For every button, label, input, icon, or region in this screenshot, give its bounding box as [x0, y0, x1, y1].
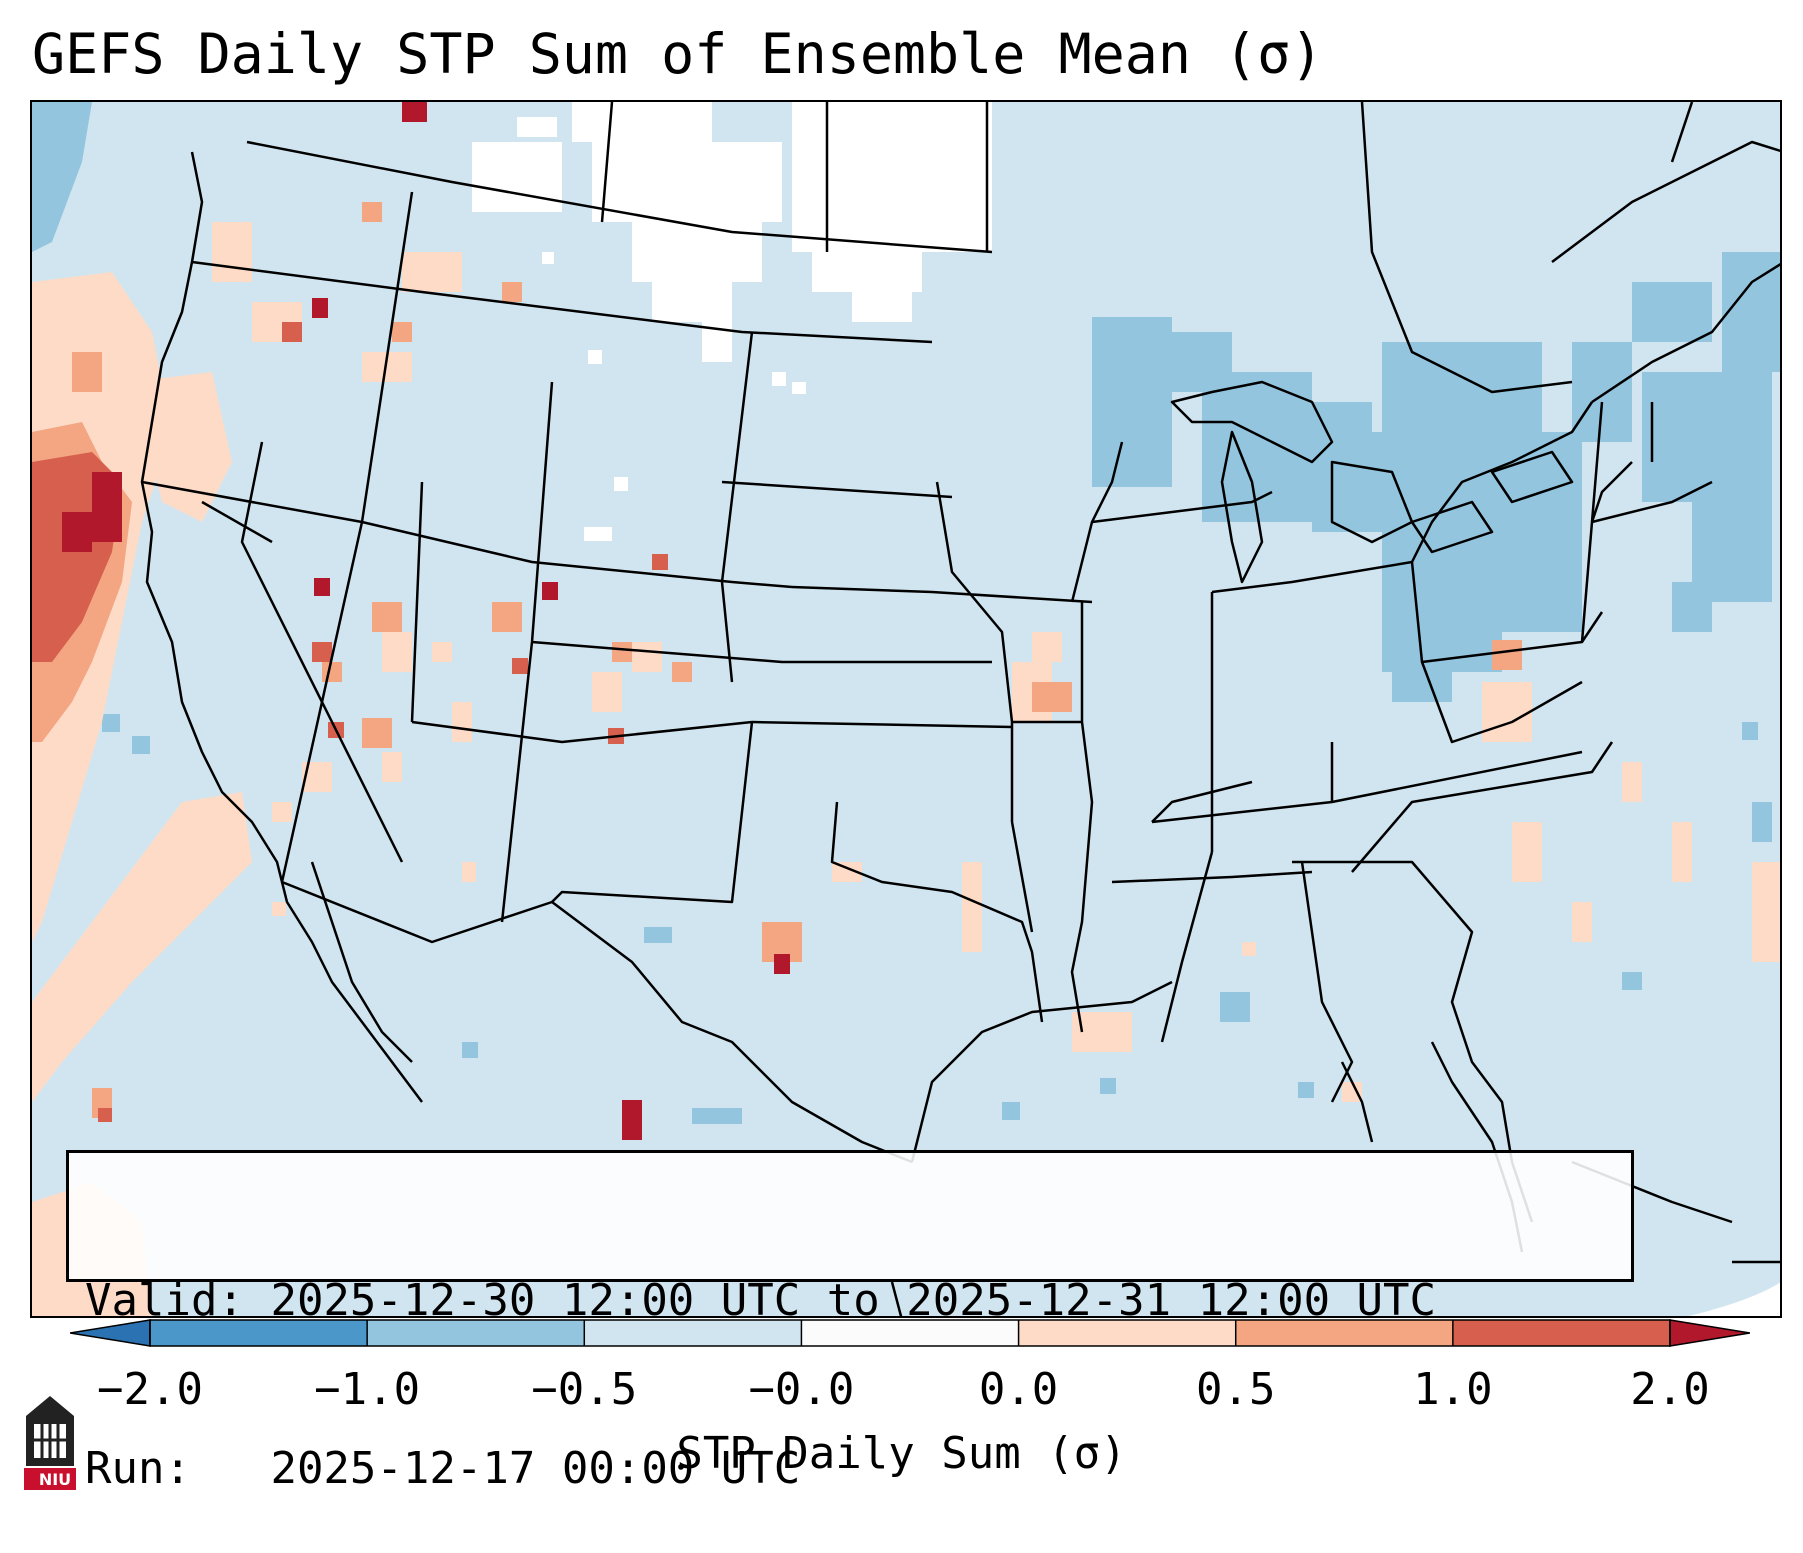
colorbar-tick-label: 0.0 — [978, 1364, 1059, 1415]
state-and-coast-boundaries — [140, 102, 1780, 1316]
colorbar-bin — [1018, 1320, 1236, 1346]
projection-edge-corner-right — [1688, 1282, 1780, 1316]
map-panel[interactable] — [30, 100, 1782, 1318]
map-svg — [32, 102, 1780, 1316]
colorbar-extend-low — [69, 1319, 151, 1347]
colorbar-tick-label: −2.0 — [97, 1364, 203, 1415]
positive-anomaly-light — [32, 222, 1780, 1316]
colorbar-tick-label: −1.0 — [314, 1364, 421, 1415]
colorbar — [69, 1318, 1751, 1352]
logo-icon — [24, 1396, 76, 1490]
colorbar-bin — [801, 1320, 1019, 1346]
run-label: Run: — [85, 1443, 191, 1494]
colorbar-extend-high — [1669, 1319, 1751, 1347]
colorbar-bin — [1235, 1320, 1453, 1346]
no-signal-patches — [472, 102, 992, 541]
map-title: GEFS Daily STP Sum of Ensemble Mean (σ) — [32, 22, 1324, 86]
positive-anomaly-extreme — [62, 102, 790, 1140]
colorbar-label: STP Daily Sum (σ) — [676, 1428, 1127, 1479]
run-line: Run: 2025-12-17 00:00 UTC — [85, 1441, 1631, 1497]
valid-label: Valid: — [85, 1275, 244, 1326]
colorbar-tick-label: 0.5 — [1195, 1364, 1276, 1415]
colorbar-bin — [584, 1320, 802, 1346]
logo-text: NIU — [38, 1470, 72, 1489]
colorbar-tick-label: −0.5 — [531, 1364, 638, 1415]
colorbar-tick-label: 2.0 — [1630, 1364, 1710, 1415]
colorbar-bin — [367, 1320, 585, 1346]
negative-anomaly-patches — [32, 102, 1780, 1124]
valid-line: Valid: 2025-12-30 12:00 UTC to 2025-12-3… — [85, 1273, 1631, 1329]
colorbar-svg — [69, 1319, 1751, 1347]
valid-run-info-box: Valid: 2025-12-30 12:00 UTC to 2025-12-3… — [66, 1150, 1634, 1494]
valid-value: 2025-12-30 12:00 UTC to 2025-12-31 12:00… — [270, 1275, 1437, 1326]
colorbar-tick-label: 1.0 — [1413, 1364, 1493, 1415]
run-value: 2025-12-17 00:00 UTC — [270, 1443, 801, 1494]
colorbar-tick-label: −0.0 — [748, 1364, 855, 1415]
colorbar-bin — [150, 1320, 368, 1346]
colorbar-bin — [1452, 1320, 1670, 1346]
niu-logo: NIU — [20, 1392, 80, 1496]
